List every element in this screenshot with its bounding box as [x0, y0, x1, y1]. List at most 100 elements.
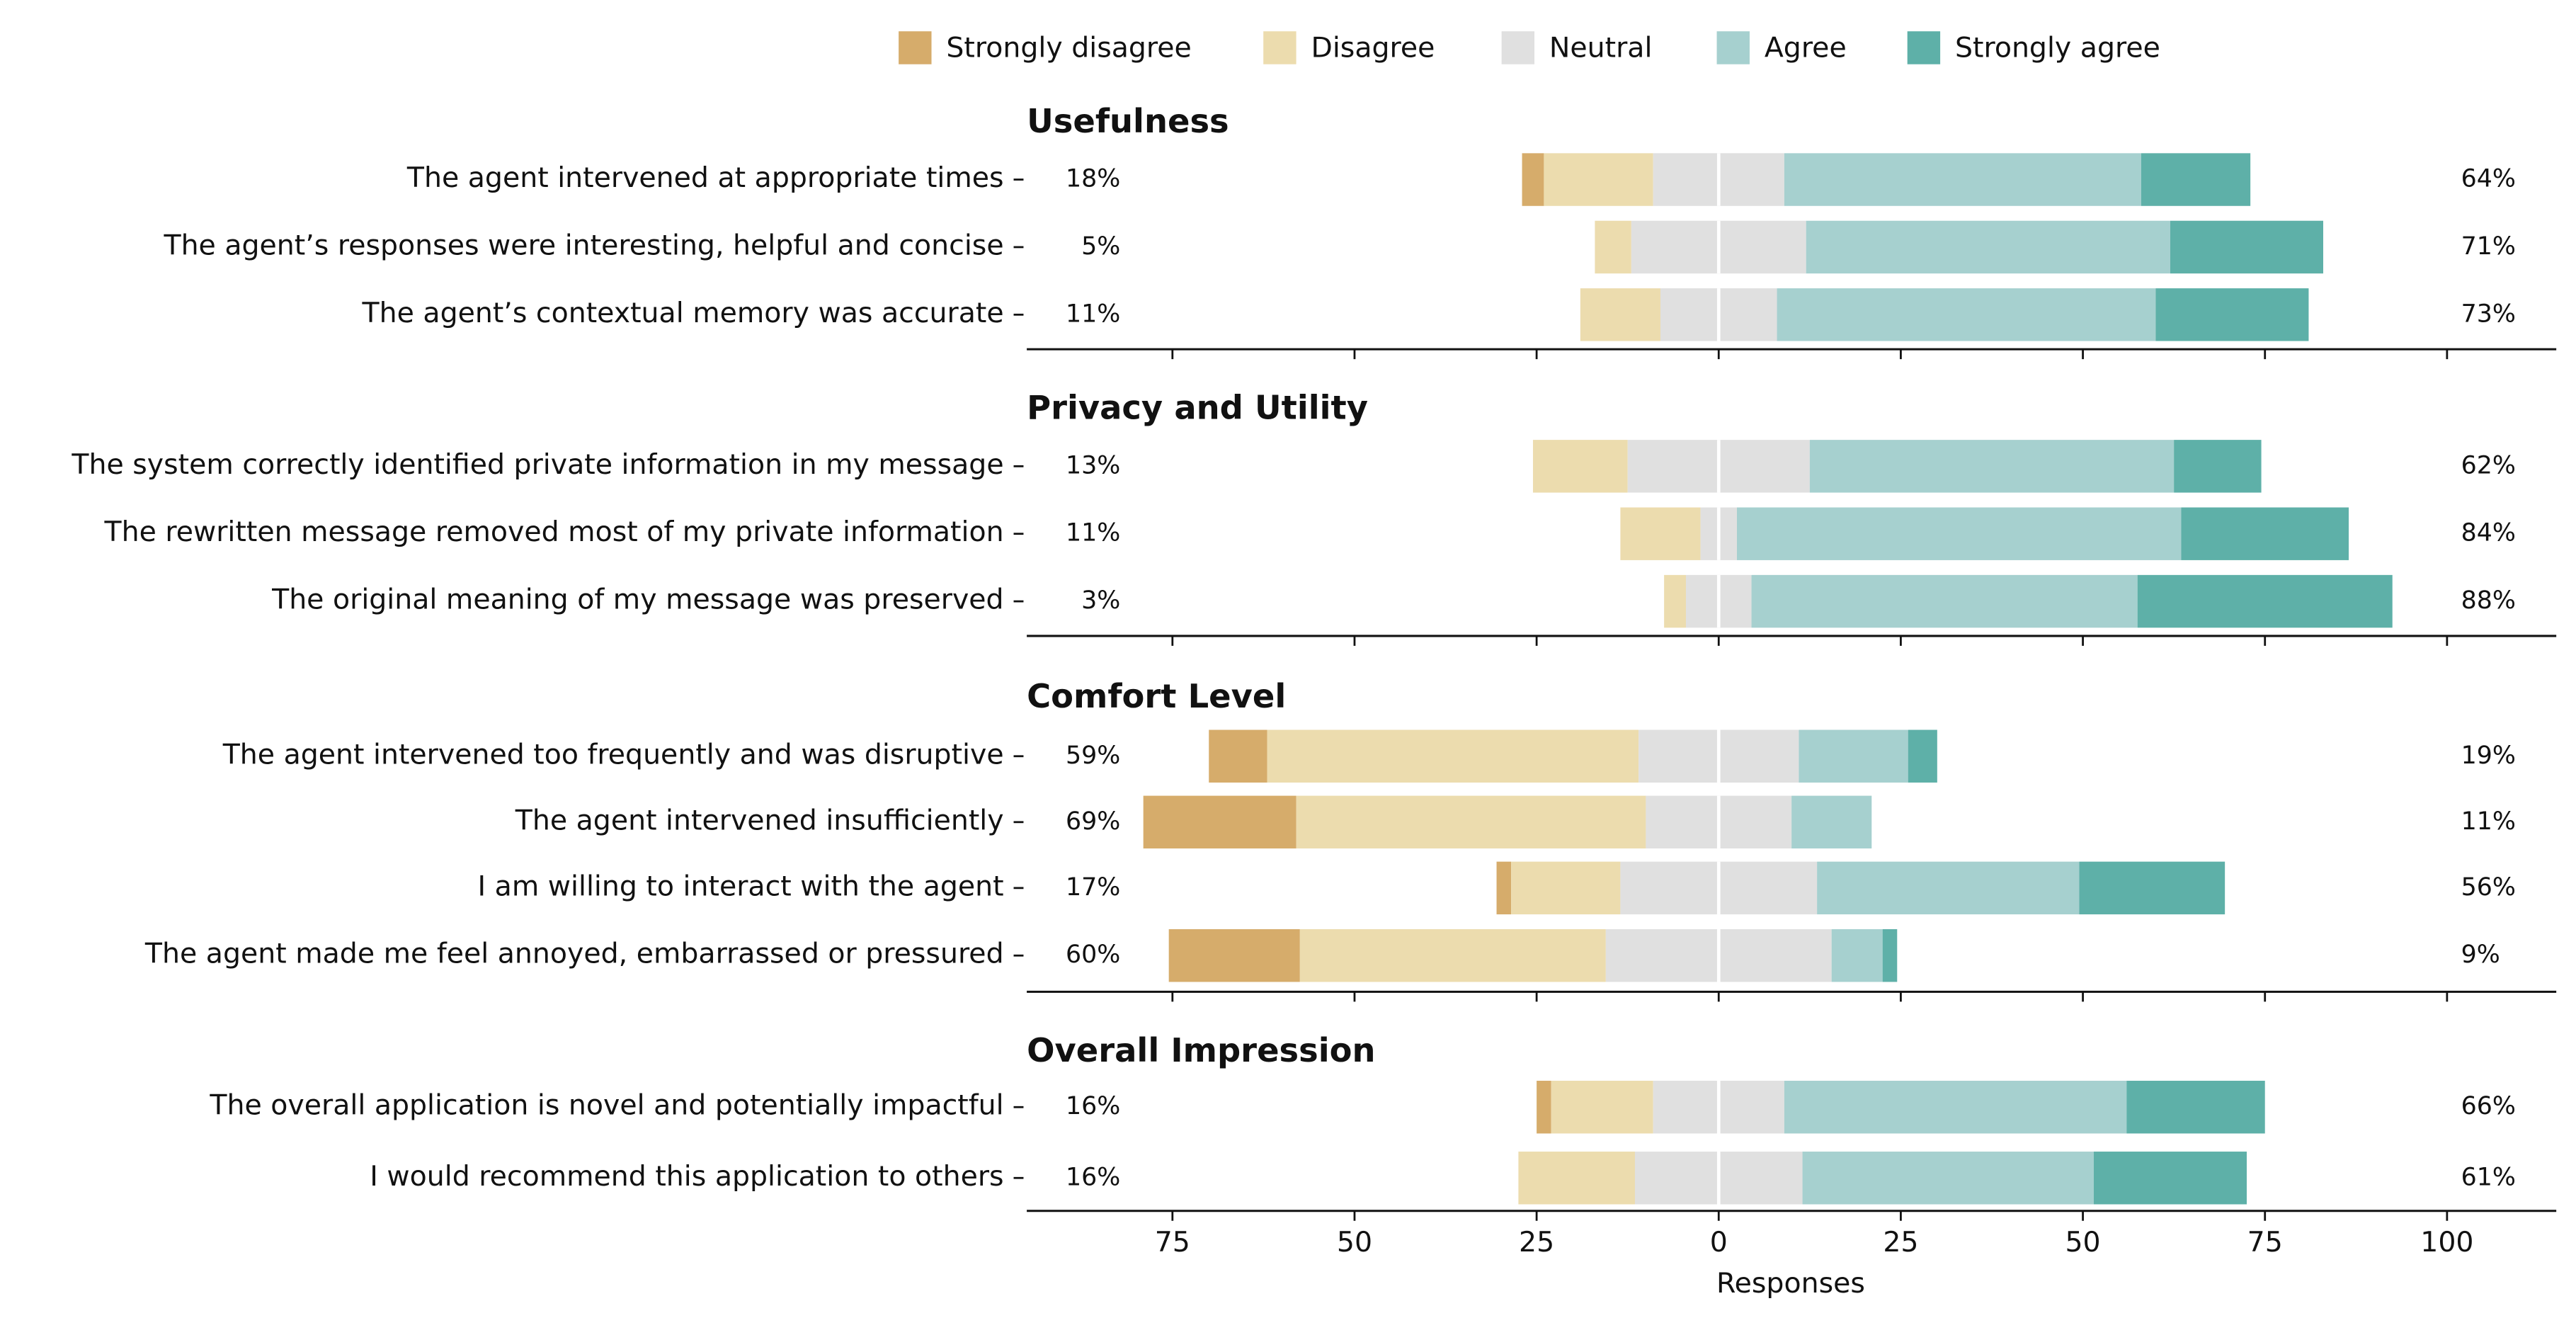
agree-label: 73%: [2461, 300, 2516, 328]
bar-segment: [1751, 574, 2138, 628]
bar-segment: [1537, 1081, 1551, 1134]
row-label: The agent made me feel annoyed, embarras…: [144, 938, 1004, 970]
legend-label: Disagree: [1311, 31, 1435, 64]
row-label: The system correctly identified private …: [71, 448, 1003, 481]
x-tick-label: 25: [1883, 1226, 1918, 1259]
bar-segment: [2181, 507, 2349, 560]
disagree-label: 5%: [1081, 232, 1120, 261]
bar-segment: [1511, 861, 1621, 915]
legend-swatch: [1263, 31, 1296, 64]
row-label: The agent intervened too frequently and …: [222, 738, 1004, 771]
bar-segment: [1209, 729, 1267, 783]
disagree-label: 13%: [1066, 451, 1120, 479]
disagree-label: 11%: [1066, 300, 1120, 328]
agree-label: 56%: [2461, 873, 2516, 902]
bar-segment: [1267, 729, 1639, 783]
disagree-label: 16%: [1066, 1092, 1120, 1120]
disagree-label: 3%: [1081, 586, 1120, 615]
agree-label: 61%: [2461, 1163, 2516, 1191]
agree-label: 9%: [2461, 941, 2500, 969]
disagree-label: 17%: [1066, 873, 1120, 902]
legend-label: Strongly agree: [1955, 31, 2160, 64]
agree-label: 66%: [2461, 1092, 2516, 1120]
bar-segment: [1595, 220, 1631, 274]
bar-segment: [1784, 1081, 2127, 1134]
disagree-label: 59%: [1066, 742, 1120, 770]
legend-label: Neutral: [1549, 31, 1653, 64]
bar-segment: [1580, 288, 1660, 341]
row-label: The agent’s responses were interesting, …: [163, 229, 1003, 261]
bar-segment: [2093, 1152, 2247, 1205]
legend-label: Strongly disagree: [946, 31, 1191, 64]
row-label: The agent’s contextual memory was accura…: [362, 297, 1004, 329]
bar-segment: [2126, 1081, 2265, 1134]
bar-segment: [2174, 440, 2262, 493]
bar-segment: [2137, 574, 2393, 628]
bar-segment: [1620, 507, 1701, 560]
x-axis-label: Responses: [1716, 1267, 1865, 1300]
bar-segment: [1522, 153, 1544, 206]
row-label: I am willing to interact with the agent: [478, 870, 1004, 902]
bar-segment: [2141, 153, 2251, 206]
bar-segment: [1882, 929, 1898, 982]
bar-segment: [1496, 861, 1512, 915]
agree-label: 71%: [2461, 232, 2516, 261]
x-tick-label: 50: [1337, 1226, 1372, 1259]
bar-segment: [1784, 153, 2141, 206]
panel-title: Usefulness: [1027, 102, 1229, 140]
bar-segment: [1791, 795, 1872, 849]
x-tick-label: 25: [1519, 1226, 1554, 1259]
legend-swatch: [899, 31, 932, 64]
bar-segment: [1817, 861, 2080, 915]
panel-title: Privacy and Utility: [1027, 389, 1368, 427]
panel-title: Comfort Level: [1027, 677, 1286, 715]
row-label: The agent intervened insufficiently: [515, 804, 1004, 836]
bar-segment: [1299, 929, 1606, 982]
bar-segment: [1143, 795, 1296, 849]
bar-segment: [1664, 574, 1686, 628]
row-label: The agent intervened at appropriate time…: [406, 161, 1004, 194]
bar-segment: [1777, 288, 2156, 341]
x-tick-label: 75: [1155, 1226, 1190, 1259]
bar-segment: [1532, 440, 1628, 493]
disagree-label: 16%: [1066, 1163, 1120, 1191]
row-label: The rewritten message removed most of my…: [104, 516, 1004, 548]
bar-segment: [1806, 220, 2170, 274]
agree-label: 11%: [2461, 807, 2516, 836]
x-tick-label: 50: [2065, 1226, 2100, 1259]
bar-segment: [1168, 929, 1300, 982]
bar-segment: [1831, 929, 1883, 982]
x-tick-label: 0: [1710, 1226, 1728, 1259]
legend-label: Agree: [1765, 31, 1847, 64]
agree-label: 84%: [2461, 519, 2516, 547]
disagree-label: 69%: [1066, 807, 1120, 836]
panel-title: Overall Impression: [1027, 1031, 1375, 1069]
bar-segment: [1296, 795, 1646, 849]
bar-segment: [2079, 861, 2225, 915]
bar-segment: [1544, 153, 1653, 206]
legend-swatch: [1907, 31, 1941, 64]
bar-segment: [1809, 440, 2175, 493]
row-label: The original meaning of my message was p…: [271, 584, 1003, 616]
bar-segment: [1908, 729, 1937, 783]
x-tick-label: 75: [2247, 1226, 2283, 1259]
bar-segment: [2155, 288, 2309, 341]
bar-segment: [1551, 1081, 1653, 1134]
agree-label: 62%: [2461, 451, 2516, 479]
legend-swatch: [1501, 31, 1535, 64]
bar-segment: [1518, 1152, 1635, 1205]
bar-segment: [1802, 1152, 2094, 1205]
bar-segment: [1736, 507, 2182, 560]
disagree-label: 60%: [1066, 941, 1120, 969]
disagree-label: 18%: [1066, 165, 1120, 193]
row-label: I would recommend this application to ot…: [370, 1160, 1003, 1193]
row-label: The overall application is novel and pot…: [209, 1089, 1003, 1122]
disagree-label: 11%: [1066, 519, 1120, 547]
bar-segment: [2170, 220, 2324, 274]
bar-segment: [1799, 729, 1908, 783]
agree-label: 19%: [2461, 742, 2516, 770]
agree-label: 64%: [2461, 165, 2516, 193]
x-tick-label: 100: [2420, 1226, 2473, 1259]
